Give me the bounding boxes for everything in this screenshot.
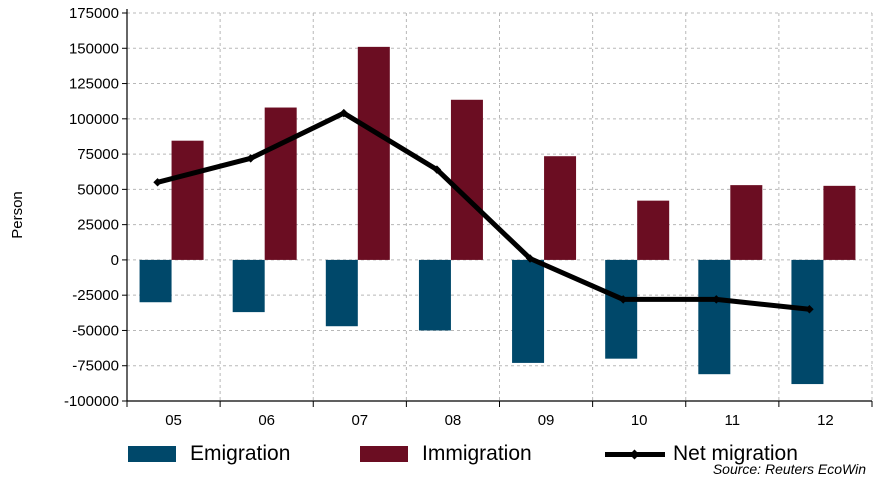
bar-immigration-10 <box>637 200 670 260</box>
bar-immigration-09 <box>544 156 577 260</box>
bar-emigration-11 <box>698 259 731 375</box>
x-tick-label: 12 <box>817 412 834 429</box>
x-tick-label: 06 <box>258 412 275 429</box>
source-note: Source: Reuters EcoWin <box>712 461 866 477</box>
y-tick-label: -25000 <box>72 287 119 304</box>
emigration-swatch <box>128 446 176 462</box>
bar-immigration-12 <box>823 185 856 260</box>
y-tick-label: 150000 <box>69 40 119 57</box>
chart: 175000 150000 125000 100000 75000 50000 25000 0… <box>9 5 873 429</box>
bar-emigration-10 <box>605 259 638 359</box>
x-tick-label: 10 <box>631 412 648 429</box>
bar-series <box>139 46 856 385</box>
bar-immigration-07 <box>357 46 390 260</box>
x-tick-label: 07 <box>351 412 368 429</box>
x-tick-label: 08 <box>445 412 462 429</box>
y-tick-label: 75000 <box>77 146 119 163</box>
x-tick-label: 11 <box>725 412 741 429</box>
bar-immigration-08 <box>450 99 483 260</box>
net-migration-line <box>156 110 810 312</box>
legend-item-emigration: Emigration <box>128 440 290 468</box>
axes: 175000 150000 125000 100000 75000 50000 25000 0… <box>64 5 873 429</box>
net-migration-point-06 <box>246 154 255 163</box>
legend-item-immigration: Immigration <box>360 440 532 468</box>
legend-item-net-migration: Net migration <box>605 440 798 468</box>
y-axis-title: Person <box>9 191 26 239</box>
net-migration-point-07 <box>339 108 349 118</box>
net-migration-point-11 <box>712 295 721 304</box>
bar-emigration-07 <box>325 259 358 327</box>
y-tick-label: -75000 <box>72 358 119 375</box>
bar-immigration-05 <box>171 140 204 260</box>
legend-label-net-migration: Net migration <box>673 442 798 465</box>
net-migration-point-05 <box>153 178 162 187</box>
y-tick-label: 25000 <box>77 217 119 234</box>
net-migration-point-12 <box>805 305 814 314</box>
bar-emigration-08 <box>418 259 451 331</box>
net-migration-point-08 <box>432 165 442 174</box>
y-tick-label: 50000 <box>77 181 119 198</box>
bar-immigration-11 <box>730 185 763 260</box>
net-migration-point-10 <box>618 295 628 304</box>
bar-emigration-05 <box>139 259 172 303</box>
y-tick-label: -100000 <box>64 393 119 410</box>
x-tick-label: 05 <box>165 412 182 429</box>
bar-emigration-09 <box>512 259 545 363</box>
y-tick-label: 175000 <box>69 5 119 22</box>
bar-emigration-06 <box>232 259 265 313</box>
y-tick-label: 100000 <box>69 111 119 128</box>
x-tick-label: 09 <box>538 412 555 429</box>
net-migration-swatch <box>605 446 665 462</box>
bar-immigration-06 <box>264 107 297 260</box>
immigration-swatch <box>360 446 408 462</box>
y-tick-label: 0 <box>111 252 119 269</box>
bar-emigration-12 <box>791 259 824 385</box>
legend-label-emigration: Emigration <box>190 442 291 465</box>
y-tick-label: 125000 <box>69 76 119 93</box>
y-tick-label: -50000 <box>72 322 119 339</box>
legend: Emigration Immigration Net migration <box>0 436 874 484</box>
legend-label-immigration: Immigration <box>422 442 532 465</box>
